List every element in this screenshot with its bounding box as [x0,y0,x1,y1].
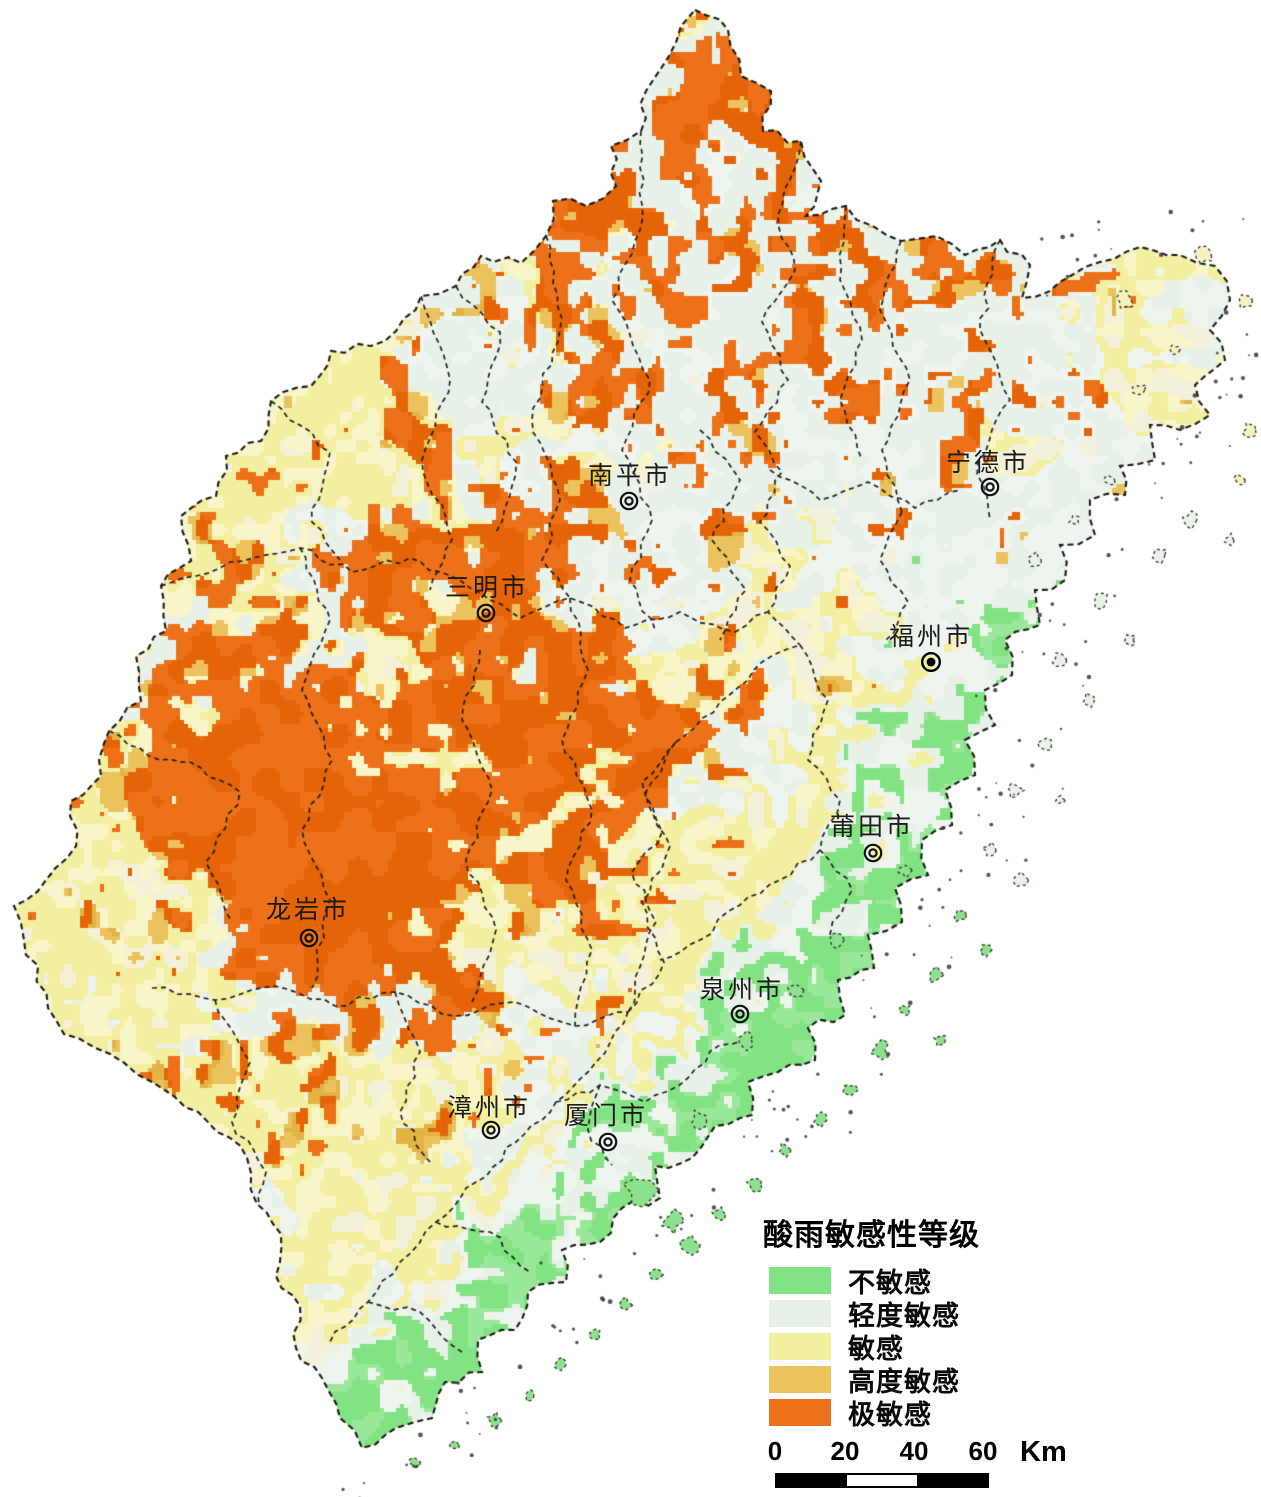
scale-segment [777,1475,847,1486]
legend-item-label: 极敏感 [848,1400,932,1430]
city-label: 福州市 [888,623,974,651]
city-label: 厦门市 [563,1102,649,1130]
city-marker-icon [476,603,496,623]
city-marker-icon [598,1132,618,1152]
scale-tick: 20 [830,1436,860,1466]
city-label: 莆田市 [829,813,915,841]
legend-swatch [769,1300,831,1327]
legend-title: 酸雨敏感性等级 [763,1219,980,1252]
legend-item: 极敏感 [760,1396,980,1430]
legend-item-label: 敏感 [848,1334,904,1364]
city-marker-icon [863,843,883,863]
legend: 酸雨敏感性等级 不敏感 轻度敏感 敏感 高度敏感 极敏感 [760,1210,980,1430]
city-marker-icon [299,928,319,948]
scale-tick: 0 [767,1436,783,1466]
scale-bar-rule [775,1473,989,1488]
city-marker-icon [619,491,639,511]
city-label: 漳州市 [446,1094,532,1122]
city-marker-icon [730,1004,750,1024]
legend-swatch [769,1399,831,1426]
city-label: 三明市 [444,574,530,602]
legend-item-label: 不敏感 [848,1268,932,1298]
city-marker-icon [980,477,1000,497]
scale-unit: Km [1020,1436,1067,1468]
city-label: 宁德市 [945,449,1031,477]
legend-item-label: 轻度敏感 [848,1301,960,1331]
legend-item: 高度敏感 [760,1363,980,1397]
scale-segment [917,1475,987,1486]
scale-bar-ticks: 0 20 40 60 Km [760,1436,1140,1468]
city-label: 泉州市 [699,976,785,1004]
city-label: 龙岩市 [265,896,351,924]
scale-tick: 60 [968,1436,998,1466]
scale-bar: 0 20 40 60 Km [760,1436,1140,1488]
legend-item: 轻度敏感 [760,1297,980,1331]
legend-swatch [769,1333,831,1360]
scale-segment [847,1475,917,1486]
scale-tick: 40 [899,1436,929,1466]
legend-item: 不敏感 [760,1264,980,1298]
legend-item-label: 高度敏感 [848,1367,960,1397]
legend-swatch [769,1267,831,1294]
legend-swatch [769,1366,831,1393]
legend-item: 敏感 [760,1330,980,1364]
capital-marker-icon [920,651,942,673]
city-label: 南平市 [587,462,673,490]
city-marker-icon [481,1120,501,1140]
